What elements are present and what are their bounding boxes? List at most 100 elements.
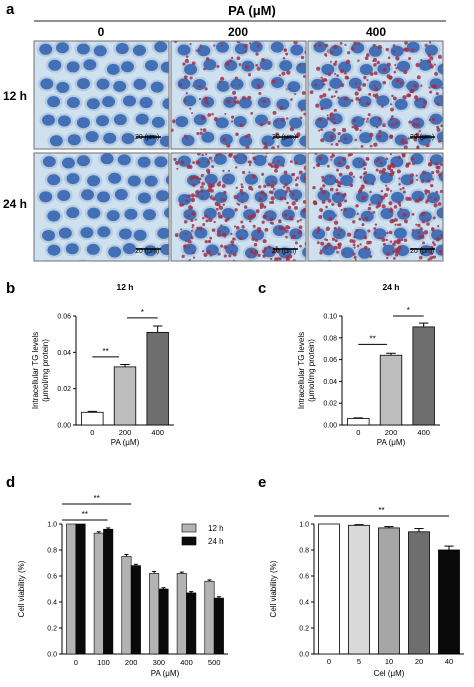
lipid-droplet	[350, 46, 355, 51]
lipid-droplet	[248, 163, 252, 167]
lipid-droplet	[339, 42, 343, 45]
lipid-droplet	[220, 244, 224, 248]
lipid-droplet	[217, 153, 222, 156]
lipid-droplet	[206, 160, 210, 164]
cell-nucleus	[393, 227, 407, 239]
lipid-droplet	[449, 182, 452, 185]
lipid-droplet	[253, 263, 256, 266]
lipid-droplet	[199, 131, 203, 135]
cell-nucleus	[143, 245, 157, 257]
bar	[149, 573, 160, 655]
lipid-droplet	[257, 253, 261, 257]
cell-nucleus	[49, 135, 63, 147]
lipid-droplet	[369, 190, 372, 194]
lipid-droplet	[314, 83, 318, 87]
y-tick-label: 0.8	[47, 548, 57, 555]
lipid-droplet	[174, 275, 177, 278]
lipid-droplet	[399, 207, 402, 211]
lipid-droplet	[249, 249, 254, 254]
lipid-droplet	[371, 182, 375, 186]
cell-cytoplasm	[445, 113, 463, 128]
lipid-droplet	[435, 92, 439, 96]
lipid-droplet	[404, 41, 408, 45]
lipid-droplet	[362, 273, 365, 276]
lipid-droplet	[251, 213, 256, 218]
lipid-droplet	[426, 268, 429, 271]
lipid-droplet	[354, 82, 358, 85]
panel-a-row-1: 24 h	[3, 197, 27, 211]
lipid-droplet	[352, 175, 355, 178]
cell-nucleus	[194, 227, 208, 239]
lipid-droplet	[204, 240, 208, 244]
lipid-droplet	[319, 251, 323, 255]
lipid-droplet	[432, 255, 437, 259]
y-tick-label: 0.6	[299, 574, 309, 581]
lipid-droplet	[350, 99, 354, 103]
cell-nucleus	[319, 98, 333, 110]
lipid-droplet	[173, 265, 175, 267]
lipid-droplet	[415, 62, 420, 68]
lipid-droplet	[438, 249, 443, 254]
lipid-droplet	[390, 123, 394, 127]
micrograph-tile	[34, 41, 169, 149]
lipid-droplet	[420, 58, 423, 61]
lipid-droplet	[264, 153, 269, 155]
lipid-droplet	[325, 79, 328, 82]
lipid-droplet	[198, 226, 203, 231]
lipid-droplet	[321, 175, 325, 179]
lipid-droplet	[343, 96, 349, 101]
cell-cytoplasm	[96, 264, 114, 279]
cell-nucleus	[359, 132, 373, 144]
lipid-droplet	[316, 66, 321, 71]
cell-cytoplasm	[315, 259, 327, 261]
lipid-droplet	[241, 192, 245, 196]
bar	[158, 588, 169, 655]
lipid-droplet	[423, 230, 429, 235]
lipid-droplet	[250, 111, 254, 115]
lipid-droplet	[245, 145, 250, 149]
lipid-droplet	[189, 76, 193, 80]
lipid-droplet	[373, 142, 378, 147]
cell-nucleus	[86, 98, 100, 110]
lipid-droplet	[236, 202, 239, 205]
lipid-droplet	[288, 87, 292, 90]
lipid-droplet	[185, 55, 189, 58]
lipid-droplet	[388, 272, 392, 276]
lipid-droplet	[196, 226, 200, 230]
lipid-droplet	[200, 189, 204, 193]
lipid-droplet	[316, 241, 320, 245]
lipid-droplet	[445, 113, 448, 116]
lipid-droplet	[386, 272, 390, 276]
lipid-droplet	[239, 188, 244, 193]
lipid-droplet	[230, 120, 234, 123]
lipid-droplet	[355, 96, 360, 101]
y-tick-label: 0.06	[323, 357, 337, 364]
lipid-droplet	[411, 212, 415, 216]
lipid-droplet	[336, 168, 339, 172]
lipid-droplet	[259, 264, 263, 268]
lipid-droplet	[403, 69, 408, 75]
lipid-droplet	[234, 208, 238, 212]
lipid-droplet	[395, 250, 400, 255]
cell-nucleus	[39, 191, 53, 203]
cell-nucleus	[382, 244, 396, 256]
lipid-droplet	[303, 165, 306, 171]
lipid-droplet	[453, 54, 456, 57]
cell-nucleus	[160, 243, 169, 255]
cell-nucleus	[154, 156, 168, 168]
lipid-droplet	[253, 242, 258, 247]
lipid-droplet	[353, 246, 356, 249]
lipid-droplet	[333, 220, 339, 225]
lipid-droplet	[319, 208, 324, 212]
lipid-droplet	[425, 143, 430, 148]
lipid-droplet	[407, 137, 410, 140]
lipid-droplet	[388, 201, 393, 206]
cell-nucleus	[297, 99, 306, 111]
lipid-droplet	[366, 78, 369, 82]
lipid-droplet	[435, 165, 440, 170]
bar	[103, 528, 114, 655]
lipid-droplet	[241, 225, 245, 229]
lipid-droplet	[225, 61, 230, 66]
lipid-droplet	[367, 248, 371, 251]
